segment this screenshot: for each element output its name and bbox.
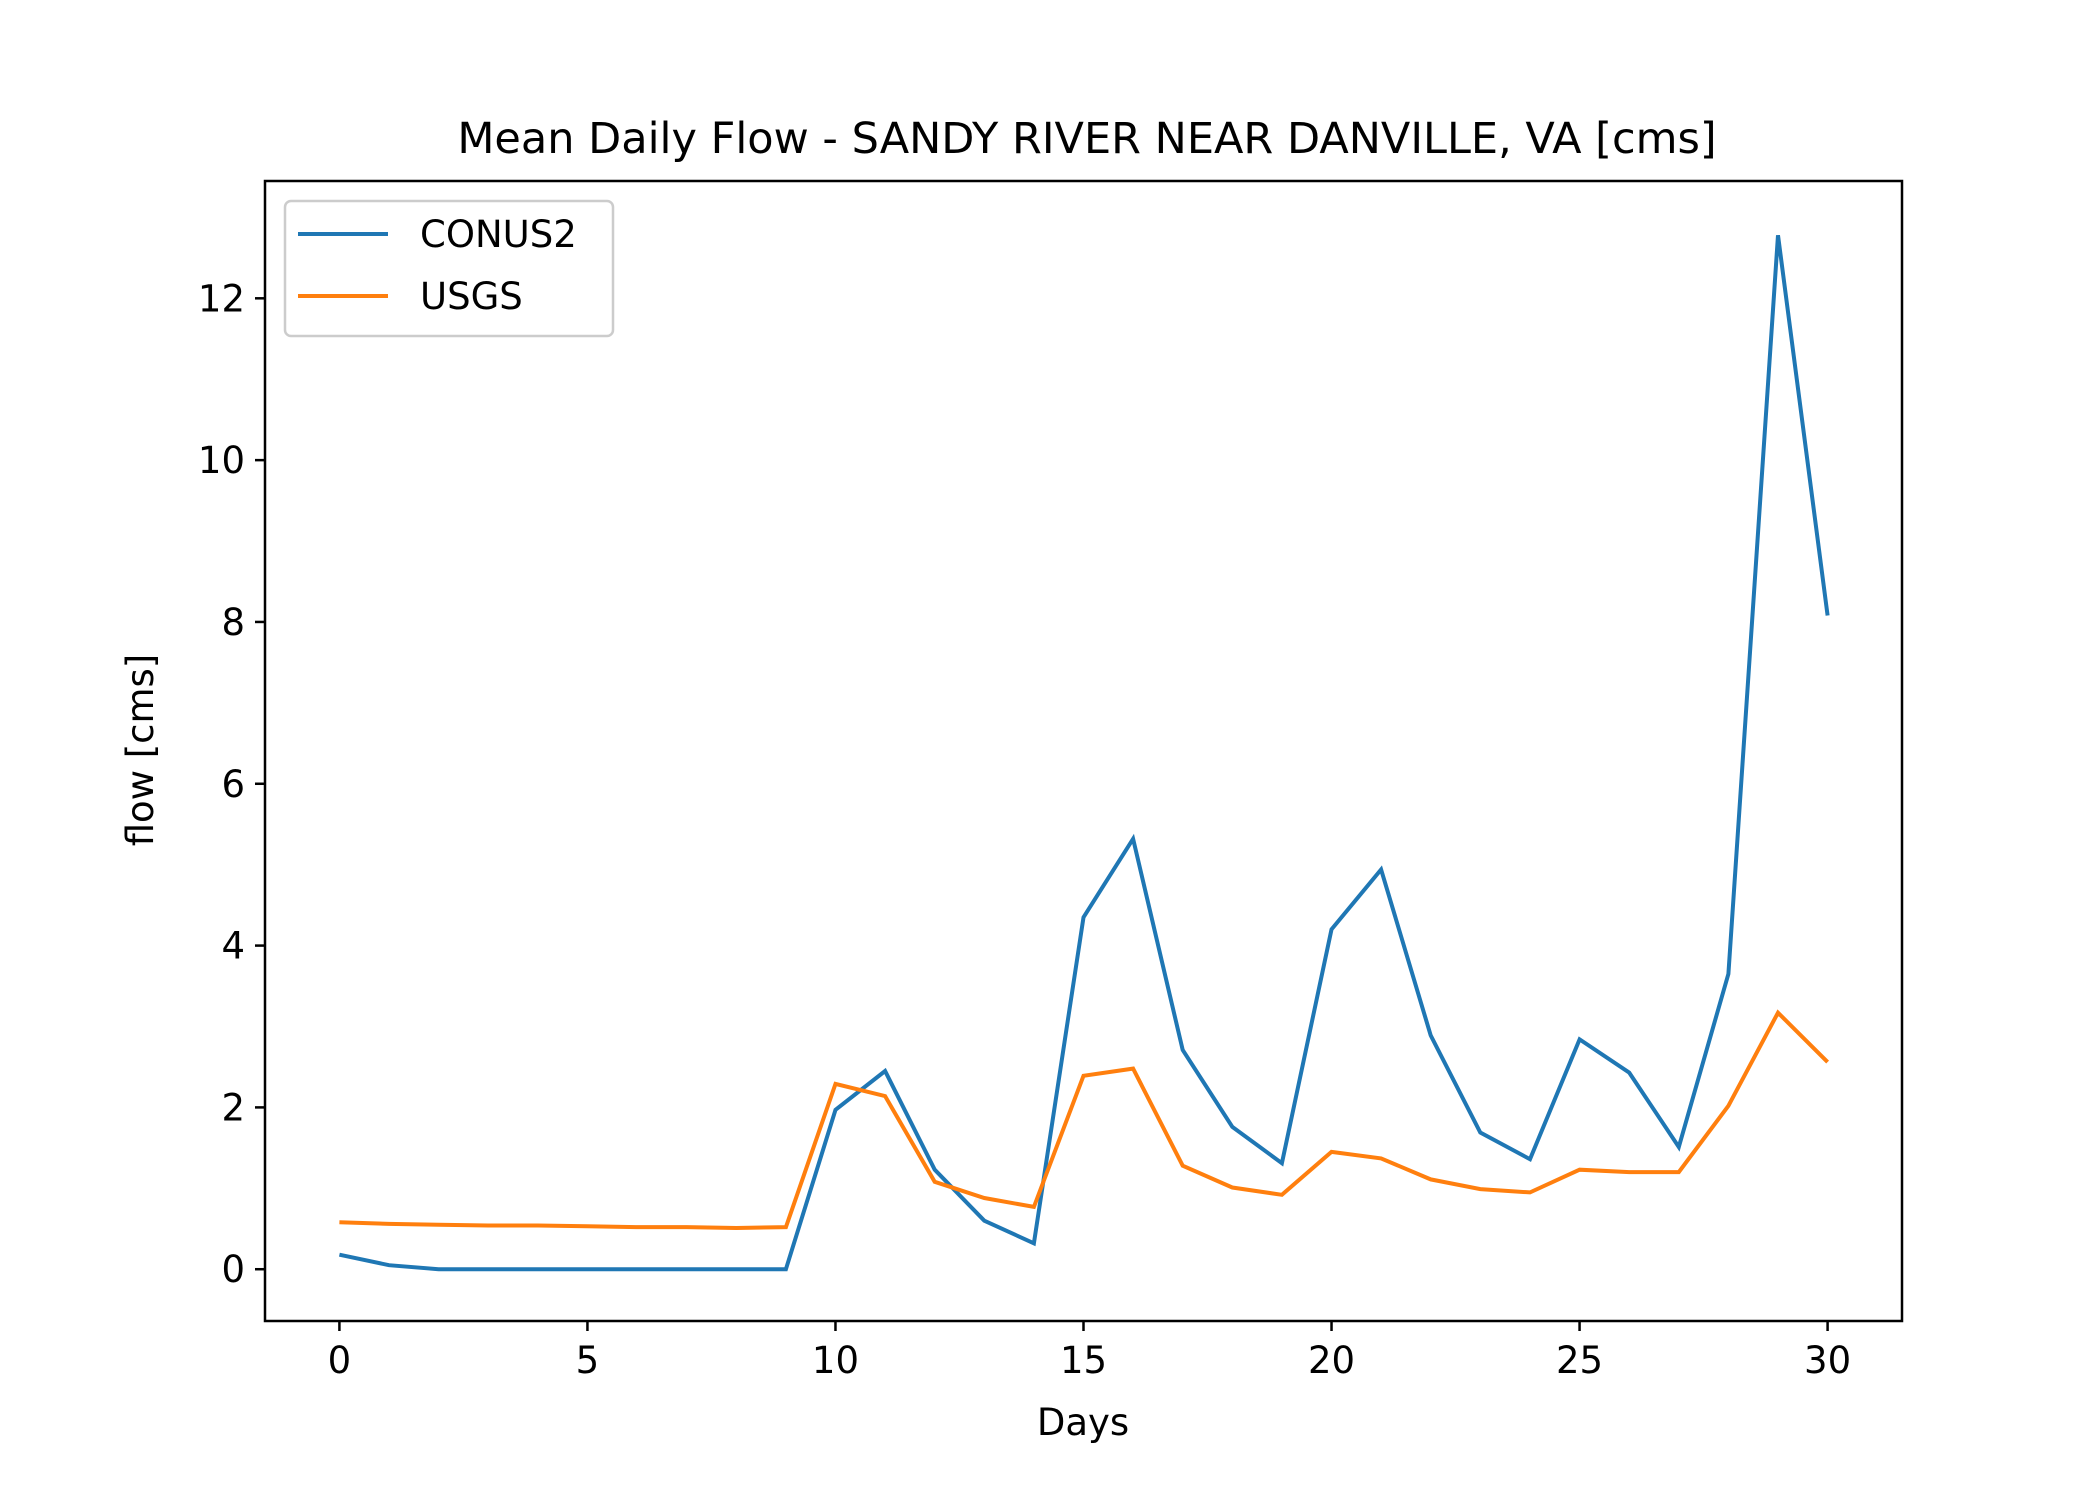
plot-area: 0 5 10 15 20 25 30 0 2 4 6 8 10 12 [198, 179, 1904, 1382]
y-tick-label: 8 [221, 601, 245, 644]
y-tick-label: 0 [221, 1248, 245, 1291]
x-tick-label: 10 [812, 1339, 859, 1382]
legend-label-conus2: CONUS2 [420, 213, 577, 256]
x-tick-label: 25 [1556, 1339, 1603, 1382]
chart-title: Mean Daily Flow - SANDY RIVER NEAR DANVI… [457, 114, 1716, 164]
x-axis-label: Days [1037, 1401, 1129, 1444]
x-tick-label: 5 [576, 1339, 600, 1382]
y-tick-label: 12 [198, 277, 245, 320]
x-tick-label: 15 [1060, 1339, 1107, 1382]
x-tick-label: 0 [328, 1339, 352, 1382]
y-tick-label: 10 [198, 439, 245, 482]
y-tick-label: 6 [221, 763, 245, 806]
legend-label-usgs: USGS [420, 275, 523, 318]
y-axis-label: flow [cms] [119, 654, 162, 847]
x-axis-ticks: 0 5 10 15 20 25 30 [328, 1321, 1851, 1382]
y-tick-label: 2 [221, 1086, 245, 1129]
y-axis-ticks: 0 2 4 6 8 10 12 [198, 277, 265, 1291]
y-tick-label: 4 [221, 925, 245, 968]
series-layer [338, 234, 1830, 1272]
legend: CONUS2 USGS [283, 199, 615, 338]
series-line-conus2 [338, 234, 1830, 1272]
series-line-usgs [339, 1009, 1830, 1231]
x-tick-label: 30 [1804, 1339, 1851, 1382]
x-tick-label: 20 [1308, 1339, 1355, 1382]
